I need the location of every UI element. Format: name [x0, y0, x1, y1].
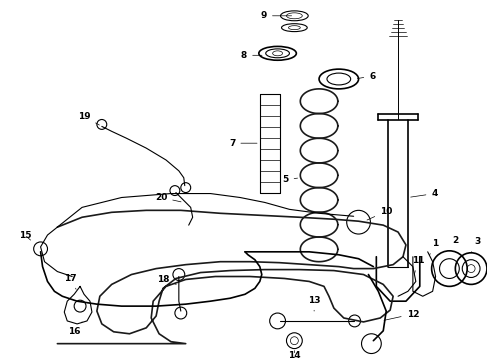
- Text: 17: 17: [64, 274, 76, 289]
- Text: 13: 13: [308, 296, 320, 311]
- Text: 11: 11: [412, 256, 424, 274]
- Text: 12: 12: [384, 310, 419, 320]
- Text: 1: 1: [430, 239, 439, 255]
- Text: 14: 14: [288, 351, 301, 360]
- Text: 3: 3: [471, 238, 480, 253]
- Text: 19: 19: [78, 112, 99, 125]
- Text: 18: 18: [157, 275, 176, 284]
- Text: 16: 16: [68, 322, 82, 336]
- Text: 4: 4: [411, 189, 438, 198]
- Text: 20: 20: [155, 193, 181, 202]
- Text: 15: 15: [19, 230, 31, 240]
- Text: 7: 7: [229, 139, 257, 148]
- Text: 9: 9: [261, 11, 292, 20]
- Text: 2: 2: [449, 237, 459, 251]
- Text: 10: 10: [367, 207, 392, 220]
- Text: 8: 8: [241, 51, 262, 60]
- Text: 5: 5: [282, 175, 297, 184]
- Text: 6: 6: [357, 72, 375, 81]
